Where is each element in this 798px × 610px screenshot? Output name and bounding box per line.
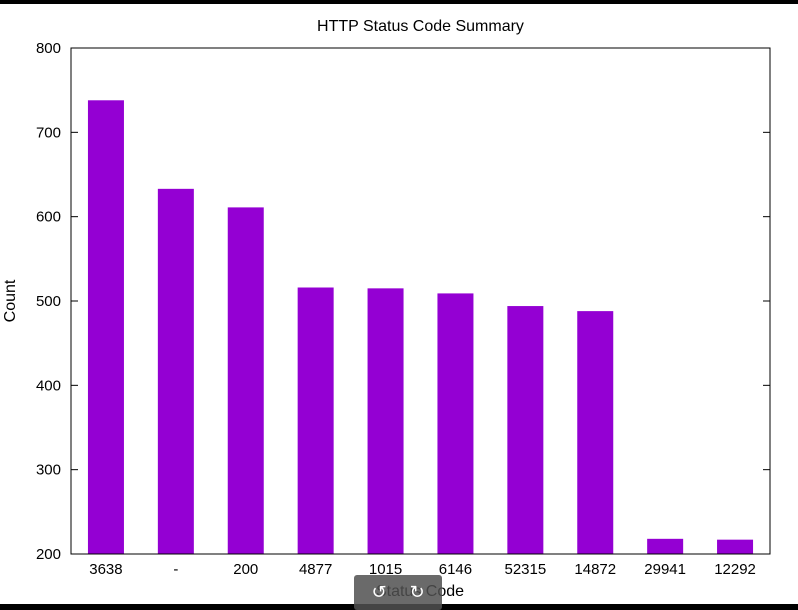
y-tick-label: 200 bbox=[36, 546, 61, 563]
rotate-ccw-icon[interactable]: ↺ bbox=[371, 581, 387, 603]
x-tick-label: 29941 bbox=[644, 561, 686, 578]
bar-0 bbox=[87, 100, 124, 554]
bar-9 bbox=[717, 539, 754, 554]
bar-7 bbox=[577, 311, 614, 554]
x-tick-label: 200 bbox=[233, 561, 258, 578]
bar-3 bbox=[297, 287, 334, 554]
x-tick-label: 12292 bbox=[714, 561, 756, 578]
x-tick-label: 1015 bbox=[369, 561, 402, 578]
bar-8 bbox=[647, 538, 684, 554]
x-tick-label: 4877 bbox=[299, 561, 332, 578]
y-axis-ticks: 200 300 400 500 600 700 800 bbox=[36, 40, 770, 563]
x-axis-tick-labels: 3638 - 200 4877 1015 6146 52315 14872 29941 12292 bbox=[89, 561, 756, 578]
bar-5 bbox=[437, 293, 474, 554]
y-tick-label: 700 bbox=[36, 124, 61, 141]
bar-1 bbox=[157, 188, 194, 554]
chart-title: HTTP Status Code Summary bbox=[317, 18, 524, 35]
image-toolbar: ↺ ↻ bbox=[354, 575, 442, 610]
y-axis-label: Count bbox=[2, 279, 19, 322]
x-tick-label: 14872 bbox=[574, 561, 616, 578]
bars-group bbox=[87, 100, 754, 554]
rotate-cw-icon[interactable]: ↻ bbox=[409, 581, 425, 603]
y-tick-label: 800 bbox=[36, 40, 61, 57]
y-tick-label: 300 bbox=[36, 462, 61, 479]
window-top-border bbox=[0, 0, 798, 4]
y-tick-label: 500 bbox=[36, 293, 61, 310]
x-tick-label: 3638 bbox=[89, 561, 122, 578]
x-tick-label: 6146 bbox=[439, 561, 472, 578]
x-tick-label: - bbox=[173, 561, 178, 578]
x-tick-label: 52315 bbox=[504, 561, 546, 578]
bar-2 bbox=[227, 207, 264, 554]
y-tick-label: 600 bbox=[36, 209, 61, 226]
y-tick-label: 400 bbox=[36, 377, 61, 394]
bar-6 bbox=[507, 306, 544, 554]
bar-4 bbox=[367, 288, 404, 554]
